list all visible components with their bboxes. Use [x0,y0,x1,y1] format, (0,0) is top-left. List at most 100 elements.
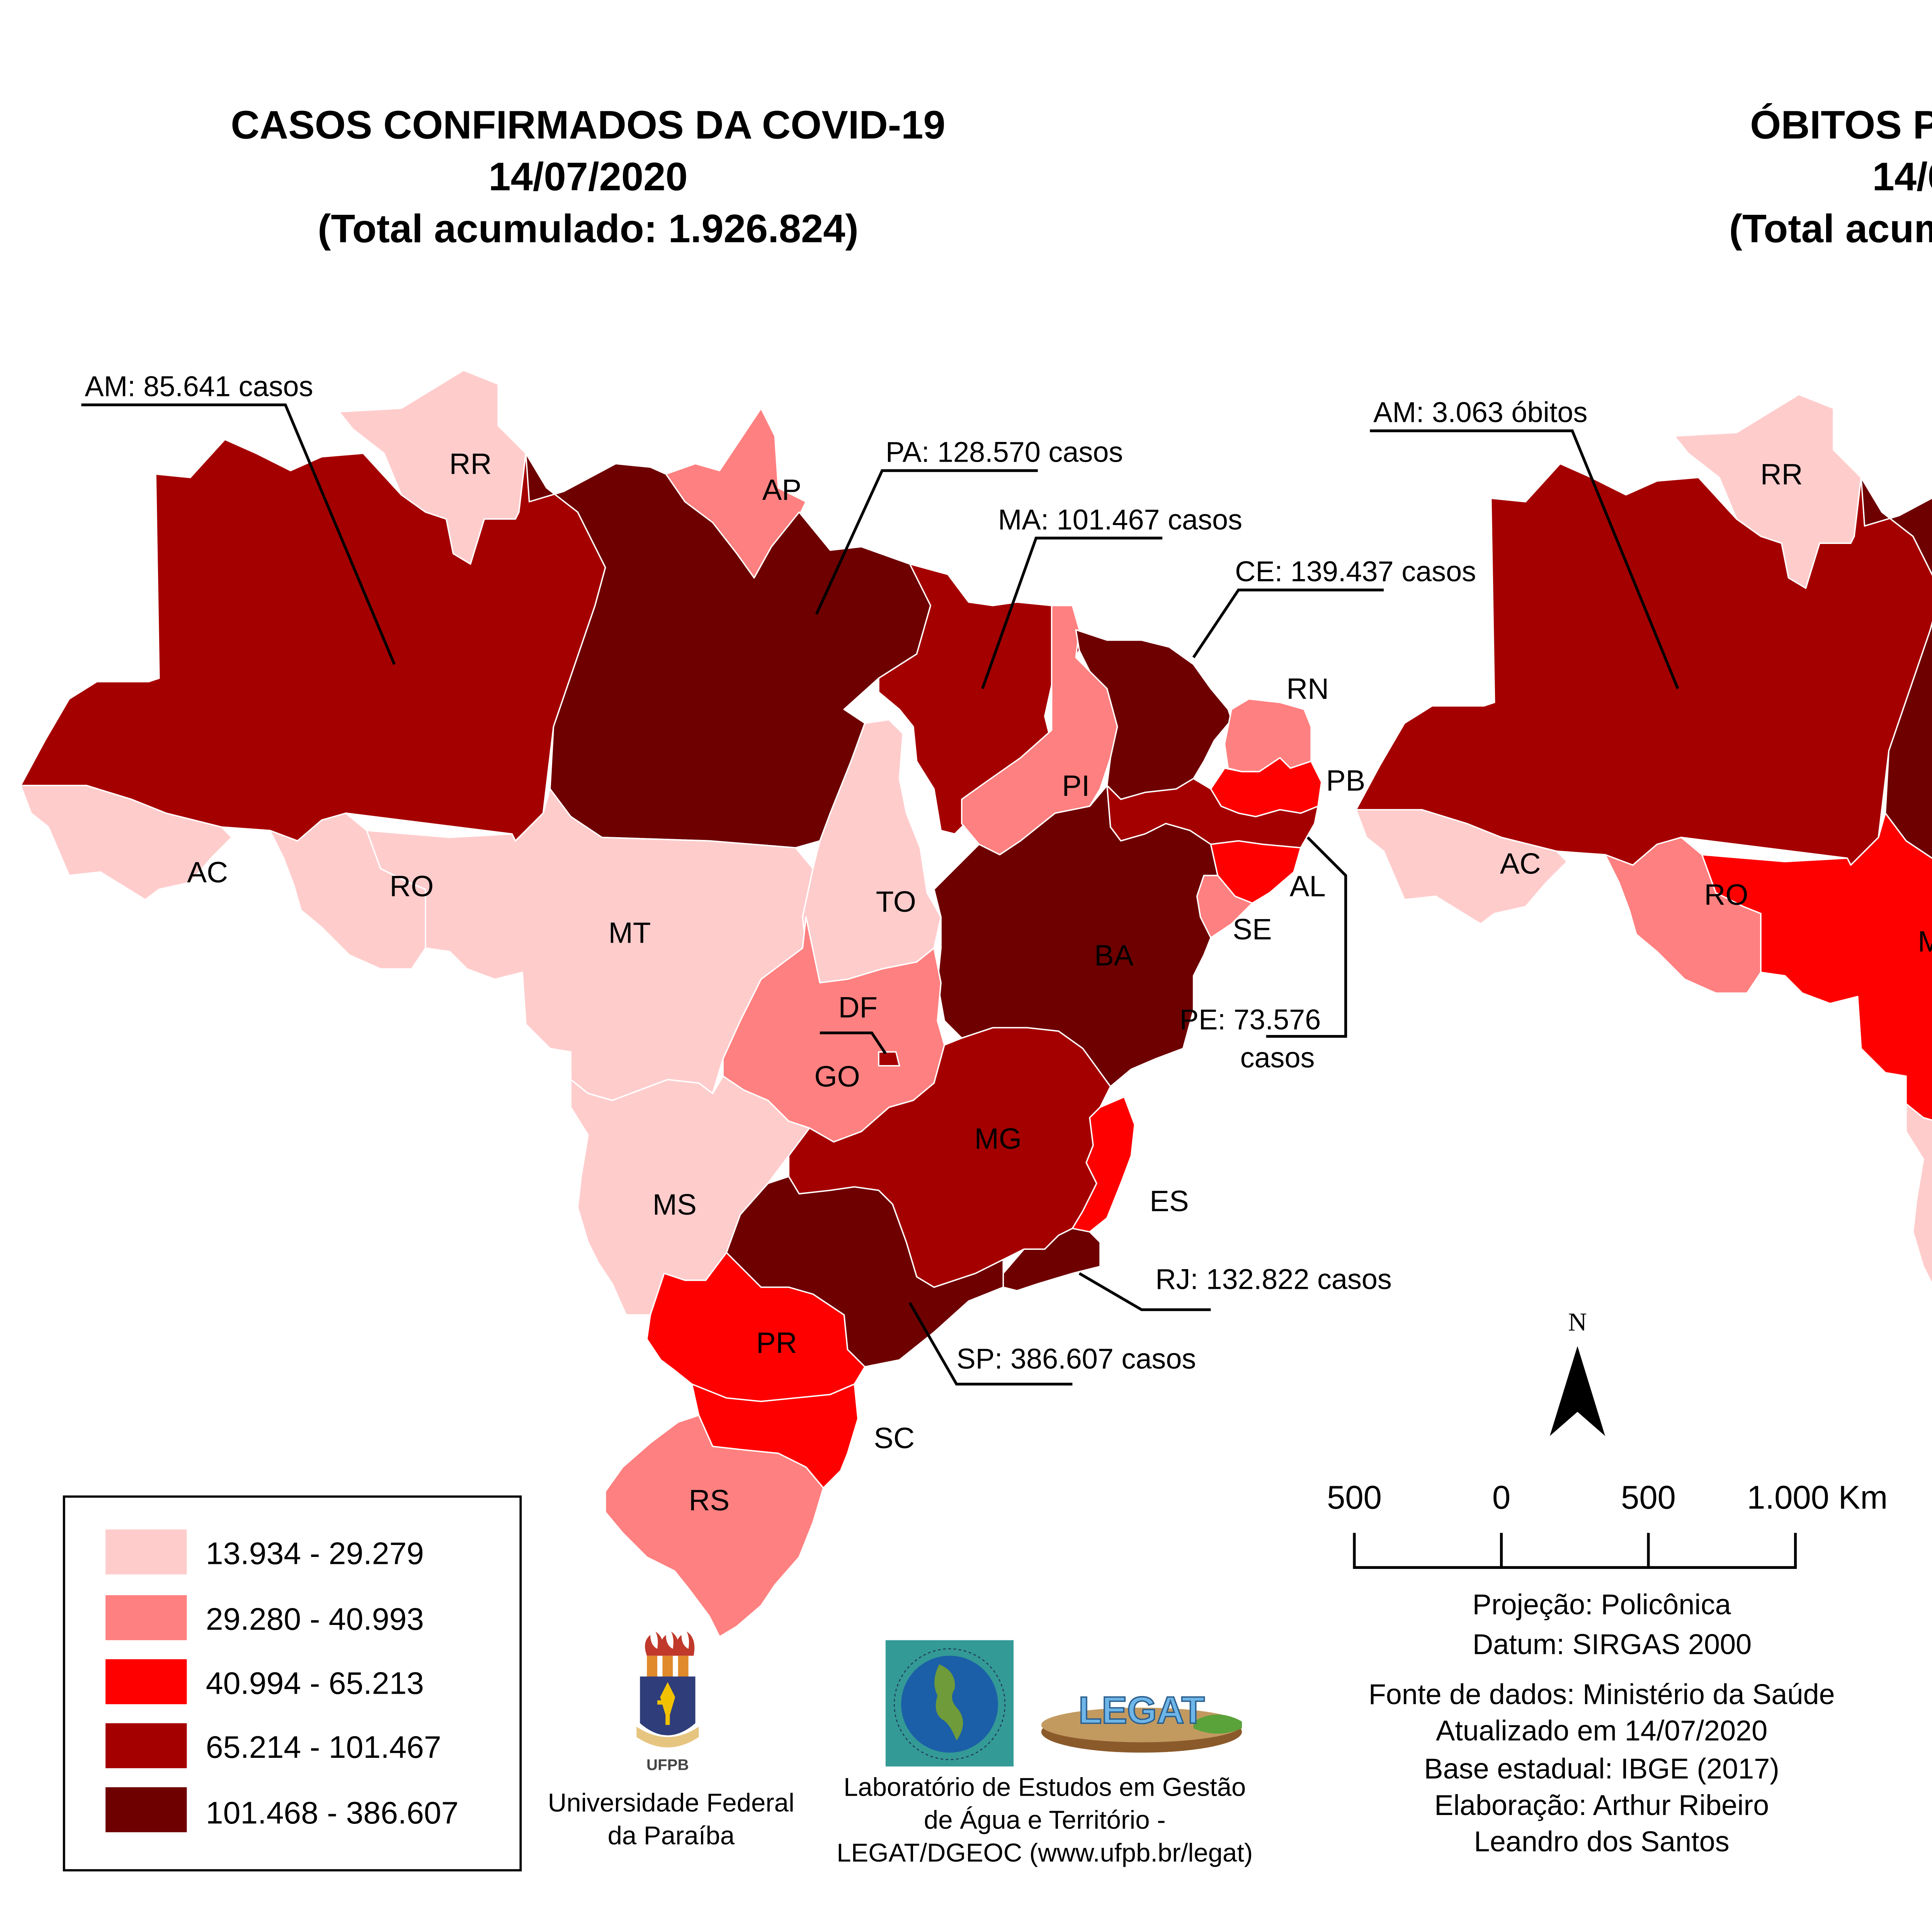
state-pa [1860,477,1932,859]
author1-text: Elaboração: Arthur Ribeiro [1434,1789,1769,1821]
fleur-de-lis-icon [657,1682,675,1725]
state-label-rr: RR [1760,458,1803,491]
left-legend-label-2: 29.280 - 40.993 [206,1602,424,1637]
state-label-df: DF [838,991,878,1024]
state-label-to: TO [876,885,916,918]
legat-line3: LEGAT/DGEOC (www.ufpb.br/legat) [837,1839,1253,1868]
leader-am [81,403,396,665]
state-label-ms: MS [653,1188,697,1221]
north-label: N [1568,1307,1587,1336]
legat-mark: LEGAT [1078,1689,1204,1731]
callout-ma: MA: 101.467 casos [998,503,1242,535]
state-label-mg: MG [975,1123,1022,1156]
state-ms [1905,1103,1932,1285]
state-ac [20,785,233,901]
callout-rj: RJ: 132.822 casos [1155,1263,1392,1295]
callout-am: AM: 85.641 casos [85,370,313,403]
state-label-ac: AC [1500,848,1541,880]
callout-am-obitos: AM: 3.063 óbitos [1373,396,1587,428]
state-label-mt: MT [1918,925,1932,958]
state-label-rn: RN [1286,673,1329,705]
earth-disc-top [1041,1708,1242,1742]
left-legend: 13.934 - 29.279 29.280 - 40.993 40.994 -… [63,1495,522,1871]
state-label-go: GO [814,1060,860,1093]
left-legend-swatch-3 [105,1659,187,1705]
state-label-se: SE [1233,913,1272,946]
state-label-al: AL [1290,870,1326,903]
state-label-pb: PB [1326,765,1366,797]
state-rn [1224,698,1312,773]
right-title-date: 14/07/2020 [1872,155,1932,199]
callout-pe-1: PE: 73.576 [1180,1004,1321,1036]
datum-text: Datum: SIRGAS 2000 [1473,1628,1752,1660]
scale-tick-500: 500 [1621,1479,1676,1516]
base-text: Base estadual: IBGE (2017) [1424,1753,1779,1785]
leader-am-obitos [1370,429,1679,689]
state-df [878,1051,900,1067]
state-label-mt: MT [608,917,651,950]
left-legend-label-5: 101.468 - 386.607 [206,1796,459,1830]
torches-icon [645,1631,695,1677]
left-legend-swatch-4 [105,1723,187,1768]
left-legend-label-4: 65.214 - 101.467 [206,1730,441,1765]
legat-line1: Laboratório de Estudos em Gestão [844,1773,1246,1802]
dgeoc-logo [885,1640,1014,1767]
state-label-ro: RO [389,870,434,903]
left-callouts: AM: 85.641 casos PA: 128.570 casos MA: 1… [81,370,1476,1386]
ufpb-line1: Universidade Federal [548,1788,794,1817]
state-rj [1002,1227,1101,1292]
map-info: Projeção: Policônica Datum: SIRGAS 2000 … [1369,1588,1835,1858]
state-label-ap: AP [762,474,802,506]
ufpb-line2: da Paraíba [608,1821,735,1850]
state-label-rr: RR [449,448,492,481]
leader-rj [1078,1272,1211,1311]
right-map-title: ÓBITOS POR COVID-19 14/07/2020 (Total ac… [1729,102,1932,251]
state-label-ba: BA [1094,939,1134,972]
state-label-ro: RO [1704,879,1748,911]
state-label-pr: PR [756,1327,797,1360]
ufpb-mark: UFPB [646,1756,689,1773]
right-callouts: AM: 3.063 óbitos PA: 5.318 óbitos MA: 2.… [1370,396,1679,689]
left-title-date: 14/07/2020 [488,155,687,199]
north-arrow-icon [1549,1346,1605,1436]
state-label-sc: SC [874,1422,915,1455]
state-rs [604,1414,824,1638]
updated-text: Atualizado em 14/07/2020 [1436,1715,1767,1747]
legat-logo: LEGAT Laboratório de Estudos em Gestão d… [837,1688,1253,1868]
grass-icon [1193,1715,1242,1734]
state-mt [1701,812,1932,1121]
left-legend-swatch-1 [105,1529,187,1575]
left-title-line1: CASOS CONFIRMADOS DA COVID-19 [231,102,945,147]
north-arrow: N [1549,1307,1605,1436]
left-map-title: CASOS CONFIRMADOS DA COVID-19 14/07/2020… [231,102,945,251]
scale-tick-0: 0 [1492,1479,1510,1516]
callout-pa: PA: 128.570 casos [886,436,1123,468]
scale-bar: 500 0 500 1.000 Km [1327,1479,1888,1569]
source-text: Fonte de dados: Ministério da Saúde [1369,1678,1835,1710]
left-legend-label-3: 40.994 - 65.213 [206,1666,424,1701]
state-mt [366,788,814,1101]
left-legend-swatch-5 [105,1787,187,1832]
ribbon-icon [636,1727,699,1748]
scale-tick-500-left: 500 [1327,1479,1382,1516]
leader-pe [1266,836,1347,1038]
state-label-es: ES [1150,1185,1189,1218]
state-ac [1355,809,1568,925]
leader-df-left [820,1031,887,1055]
leader-sp [908,1302,1073,1386]
left-legend-label-1: 13.934 - 29.279 [206,1536,424,1571]
left-map-casos: RR AP AC RO MT TO PI RN PB AL SE BA DF GO MG ES MS PR SC RS [20,369,1366,1638]
state-label-ac: AC [187,856,228,889]
state-label-pi: PI [1062,770,1090,802]
right-title-line1: ÓBITOS POR COVID-19 [1750,102,1932,147]
americas-landmass [934,1664,963,1741]
left-title-total: (Total acumulado: 1.926.824) [318,206,859,251]
leader-pa [815,469,1038,615]
scale-bar-line [1353,1533,1797,1569]
right-title-total: (Total acumulado: 74.133) [1729,206,1932,251]
left-legend-swatch-2 [105,1595,187,1640]
leader-ma [981,537,1163,689]
leader-ce [1192,588,1384,658]
